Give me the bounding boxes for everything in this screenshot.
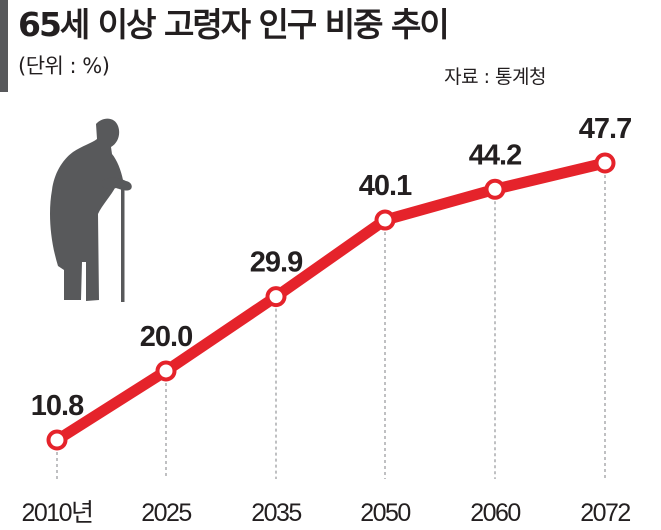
data-point — [46, 429, 68, 451]
data-point — [484, 178, 506, 200]
data-label: 47.7 — [579, 113, 631, 145]
x-tick-label: 2072 — [580, 499, 630, 527]
data-label: 10.8 — [31, 390, 84, 422]
x-tick-label: 2050 — [360, 499, 410, 527]
x-tick-label: 2025 — [141, 499, 191, 527]
x-tick-label: 2060 — [470, 499, 520, 527]
unit-label: (단위 : %) — [18, 54, 110, 78]
data-label: 40.1 — [359, 170, 412, 202]
data-point — [374, 209, 396, 231]
elderly-person-with-cane-icon — [50, 118, 132, 302]
data-point — [594, 152, 616, 174]
data-point — [155, 360, 177, 382]
source-label: 자료 : 통계청 — [444, 66, 546, 88]
data-label: 20.0 — [140, 321, 192, 353]
series-line — [51, 157, 611, 446]
data-label: 29.9 — [250, 247, 303, 279]
title-accent-bar — [0, 0, 8, 92]
data-label: 44.2 — [469, 139, 521, 171]
data-point — [265, 286, 287, 308]
x-tick-label: 2035 — [251, 499, 301, 527]
x-tick-label: 2010년 — [21, 499, 92, 527]
chart-title: 65세 이상 고령자 인구 비중 추이 — [18, 5, 450, 44]
